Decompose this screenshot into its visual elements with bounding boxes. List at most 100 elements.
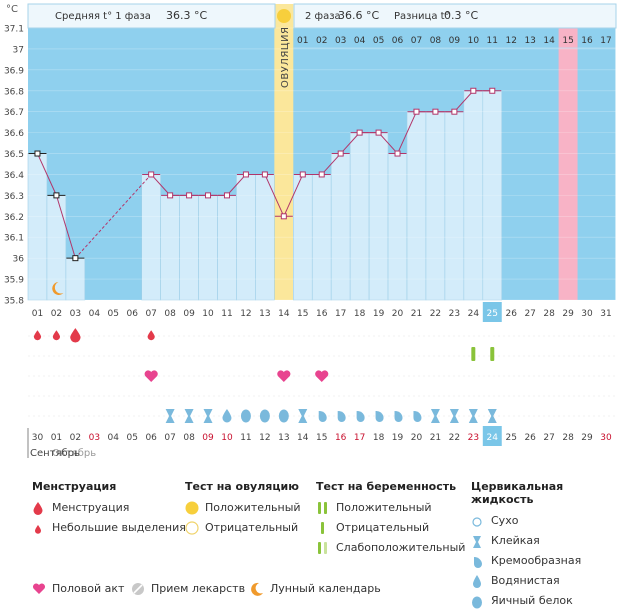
cycle-day-label: 26 — [505, 309, 517, 319]
y-tick-label: 36.8 — [4, 87, 24, 97]
top-day-label: 16 — [581, 36, 593, 46]
temperature-point — [451, 108, 458, 115]
cycle-day-label: 29 — [562, 309, 574, 319]
calendar-date-label: 05 — [126, 433, 137, 443]
y-tick-label: 35.8 — [4, 297, 24, 307]
calendar-date-label: 30 — [32, 433, 44, 443]
legend-spotting-label: Небольшие выделения — [52, 521, 186, 534]
calendar-date-label: 13 — [278, 433, 289, 443]
top-day-label: 10 — [468, 36, 480, 46]
calendar-date-label: 30 — [600, 433, 612, 443]
top-day-label: 02 — [316, 36, 327, 46]
top-day-label: 13 — [524, 36, 535, 46]
temperature-segment — [55, 195, 76, 259]
header-phase2-box — [293, 3, 617, 29]
creamy-fluid-icon — [337, 411, 346, 422]
cycle-day-label: 11 — [221, 309, 232, 319]
calendar-date-label: 01 — [51, 433, 62, 443]
calendar-month-overlap-label: Октябрь — [52, 448, 96, 459]
top-day-label: 05 — [373, 36, 384, 46]
sticky-fluid-icon — [449, 409, 459, 423]
heart-icon — [277, 370, 291, 382]
temperature-point — [242, 171, 249, 178]
cycle-day-label: 06 — [126, 309, 138, 319]
cycle-day-label: 17 — [335, 309, 346, 319]
watery-icon — [473, 575, 481, 588]
cycle-day-label: 20 — [392, 309, 404, 319]
calendar-date-label: 17 — [354, 433, 365, 443]
sticky-fluid-icon — [184, 409, 194, 423]
phase1-label: Средняя t° 1 фаза — [55, 11, 151, 22]
top-day-label: 17 — [600, 36, 611, 46]
temperature-point — [470, 87, 477, 94]
temperature-segment — [397, 111, 417, 154]
calendar-date-label: 02 — [70, 433, 81, 443]
temperature-line — [28, 87, 502, 262]
temperature-column — [425, 111, 446, 301]
phase1-value: 36.3 °C — [166, 9, 207, 22]
top-day-label: 08 — [430, 36, 442, 46]
top-day-label: 15 — [562, 36, 573, 46]
legend-dry-item: Сухо — [471, 514, 626, 534]
cycle-day-label: 21 — [411, 309, 422, 319]
legend-lunar-label: Лунный календарь — [270, 582, 381, 595]
cycle-day-label: 13 — [259, 309, 270, 319]
moon-icon — [52, 282, 64, 295]
legend-menstruation-label: Менструация — [52, 501, 130, 514]
calendar-date-label: 25 — [505, 433, 516, 443]
legend-preg-weak-item: Слабоположительный — [316, 541, 465, 561]
calendar-date-label: 06 — [145, 433, 157, 443]
cycle-day-label: 05 — [108, 309, 119, 319]
pill-icon — [132, 583, 144, 595]
legend-spotting-item: Небольшие выделения — [32, 521, 186, 541]
temperature-segment — [264, 174, 285, 217]
top-day-label: 07 — [411, 36, 422, 46]
temperature-point — [394, 150, 401, 157]
chart-header: Средняя t° 1 фаза 36.3 °C 2 фаза 36.6 °C… — [27, 3, 617, 89]
calendar-date-label: 04 — [108, 433, 120, 443]
legend-menstruation-item: Менструация — [32, 501, 186, 521]
blood-drop-icon — [33, 502, 43, 515]
calendar-date-label: 18 — [373, 433, 385, 443]
moon-icon — [251, 582, 263, 596]
eggwhite-icon — [472, 596, 482, 609]
cycle-day-label: 27 — [524, 309, 535, 319]
temperature-point — [337, 150, 344, 157]
temperature-column — [444, 111, 465, 301]
sticky-fluid-icon — [298, 409, 308, 423]
legend-ov-negative-item: Отрицательный — [185, 521, 301, 541]
today-marker — [482, 302, 502, 322]
ovulation-label: ОВУЛЯЦИЯ — [280, 27, 291, 89]
temperature-segment — [378, 132, 398, 154]
cycle-day-label: 31 — [600, 309, 611, 319]
sticky-fluid-icon — [430, 409, 440, 423]
y-tick-label: 36.3 — [4, 192, 24, 202]
calendar-date-label: 27 — [543, 433, 554, 443]
legend-intercourse-label: Половой акт — [52, 582, 125, 595]
temperature-point — [72, 255, 79, 262]
legend-eggwhite-item: Яичный белок — [471, 594, 626, 614]
temperature-segment — [454, 90, 474, 113]
legend-menstruation-title: Менструация — [32, 480, 117, 493]
cycle-day-label: 25 — [487, 309, 498, 319]
phase2-value: 36.6 °C — [338, 9, 379, 22]
y-tick-label: 36.5 — [4, 150, 24, 160]
calendar-date-label: 24 — [487, 433, 499, 443]
temperature-column — [46, 195, 67, 301]
top-day-label: 03 — [335, 36, 346, 46]
y-tick-label: 36.9 — [4, 66, 24, 76]
eggwhite-fluid-icon — [278, 409, 289, 423]
temperature-column — [179, 195, 199, 301]
test-weak-icon — [318, 542, 327, 554]
y-tick-label: 37 — [13, 45, 24, 55]
calendar-date-label: 03 — [89, 433, 100, 443]
legend-creamy-label: Кремообразная — [491, 554, 582, 567]
legend-ov-negative-label: Отрицательный — [205, 521, 299, 534]
legend-pregnancy-test: Тест на беременность Положительный Отриц… — [316, 480, 465, 561]
legend-menstruation: Менструация Менструация Небольшие выделе… — [32, 480, 186, 541]
y-tick-label: 36.7 — [4, 108, 24, 118]
sun-icon — [185, 501, 199, 515]
heart-icon — [144, 370, 158, 382]
temperature-column — [160, 195, 180, 301]
calendar-today-marker — [482, 426, 502, 446]
